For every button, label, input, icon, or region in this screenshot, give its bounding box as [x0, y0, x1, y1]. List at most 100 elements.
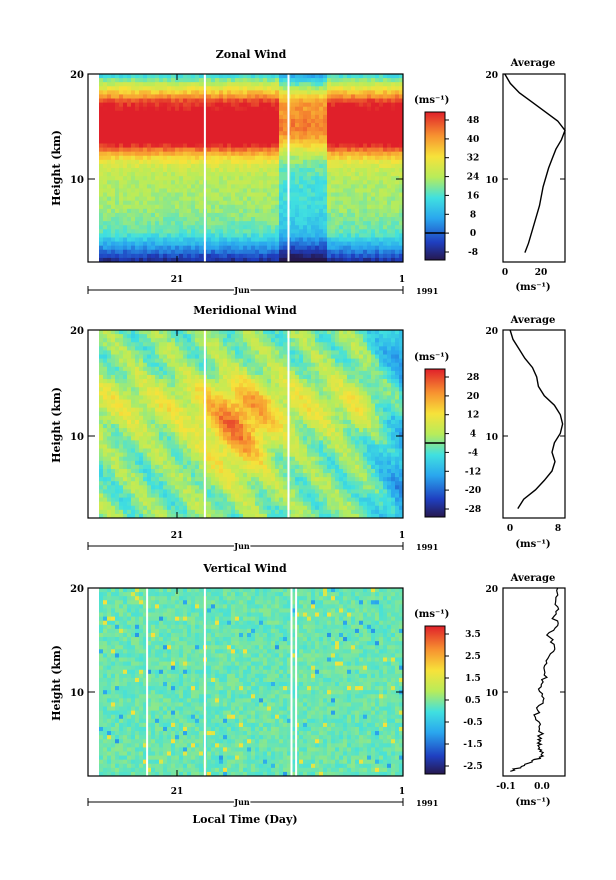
heatmap-cell [111, 420, 116, 425]
heatmap-cell [251, 237, 256, 242]
heatmap-cell [363, 217, 368, 222]
heatmap-cell [375, 78, 380, 83]
heatmap-cell [311, 172, 316, 177]
heatmap-cell [119, 399, 124, 404]
heatmap-cell [319, 205, 324, 210]
heatmap-cell [223, 250, 228, 255]
heatmap-cell [215, 424, 220, 429]
heatmap-cell [111, 160, 116, 165]
heatmap-cell [127, 420, 132, 425]
heatmap-cell [343, 213, 348, 218]
heatmap-cell [283, 213, 288, 218]
heatmap-cell [147, 383, 152, 388]
heatmap-cell [163, 217, 168, 222]
heatmap-cell [311, 193, 316, 198]
heatmap-cell [127, 123, 132, 128]
heatmap-cell [303, 193, 308, 198]
heatmap-cell [279, 74, 284, 79]
heatmap-cell [231, 180, 236, 185]
heatmap-cell [139, 408, 144, 413]
heatmap-cell [347, 123, 352, 128]
heatmap-cell [311, 152, 316, 157]
heatmap-cell [155, 193, 160, 198]
heatmap-cell [339, 160, 344, 165]
heatmap-cell [155, 221, 160, 226]
heatmap-cell [355, 143, 360, 148]
heatmap-cell [151, 379, 156, 384]
heatmap-cell [143, 420, 148, 425]
heatmap-cell [175, 229, 180, 234]
heatmap-cell [239, 111, 244, 116]
heatmap-cell [127, 119, 132, 124]
heatmap-cell [127, 78, 132, 83]
heatmap-cell [311, 250, 316, 255]
heatmap-cell [167, 237, 172, 242]
heatmap-cell [179, 250, 184, 255]
heatmap-cell [119, 338, 124, 343]
heatmap-cell [187, 428, 192, 433]
heatmap-cell [227, 180, 232, 185]
heatmap-cell [139, 391, 144, 396]
heatmap-cell [263, 233, 268, 238]
heatmap-cell [319, 221, 324, 226]
heatmap-cell [143, 493, 148, 498]
heatmap-cell [131, 221, 136, 226]
heatmap-cell [151, 213, 156, 218]
heatmap-cell [231, 205, 236, 210]
heatmap-cell [343, 254, 348, 259]
heatmap-cell [279, 246, 284, 251]
heatmap-cell [103, 103, 108, 108]
heatmap-cell [267, 246, 272, 251]
heatmap-cell [127, 383, 132, 388]
heatmap-cell [267, 254, 272, 259]
heatmap-cell [243, 115, 248, 120]
heatmap-cell [375, 156, 380, 161]
heatmap-cell [299, 123, 304, 128]
heatmap-cell [163, 184, 168, 189]
heatmap-cell [119, 74, 124, 79]
heatmap-cell [99, 428, 104, 433]
heatmap-cell [175, 412, 180, 417]
heatmap-cell [131, 359, 136, 364]
heatmap-cell [371, 160, 376, 165]
heatmap-cell [183, 123, 188, 128]
heatmap-cell [211, 408, 216, 413]
heatmap-cell [219, 338, 224, 343]
heatmap-cell [303, 221, 308, 226]
heatmap-cell [143, 197, 148, 202]
heatmap-cell [283, 90, 288, 95]
heatmap-cell [387, 90, 392, 95]
heatmap-cell [187, 444, 192, 449]
heatmap-cell [175, 233, 180, 238]
heatmap-cell [255, 176, 260, 181]
heatmap-cell [163, 404, 168, 409]
heatmap-cell [179, 498, 184, 503]
heatmap-cell [311, 90, 316, 95]
heatmap-cell [163, 412, 168, 417]
heatmap-cell [175, 498, 180, 503]
heatmap-cell [359, 164, 364, 169]
heatmap-cell [167, 119, 172, 124]
heatmap-cell [131, 139, 136, 144]
heatmap-cell [231, 131, 236, 136]
heatmap-cell [199, 156, 204, 161]
heatmap-cell [275, 156, 280, 161]
heatmap-cell [235, 180, 240, 185]
heatmap-cell [123, 254, 128, 259]
heatmap-cell [103, 493, 108, 498]
heatmap-cell [307, 139, 312, 144]
heatmap-cell [215, 510, 220, 515]
heatmap-cell [275, 188, 280, 193]
heatmap-cell [159, 205, 164, 210]
heatmap-cell [303, 201, 308, 206]
heatmap-cell [207, 184, 212, 189]
heatmap-cell [247, 242, 252, 247]
heatmap-cell [171, 86, 176, 91]
heatmap-cell [187, 168, 192, 173]
heatmap-cell [103, 172, 108, 177]
heatmap-cell [359, 242, 364, 247]
heatmap-cell [99, 498, 104, 503]
heatmap-cell [131, 201, 136, 206]
heatmap-cell [231, 86, 236, 91]
heatmap-cell [215, 90, 220, 95]
